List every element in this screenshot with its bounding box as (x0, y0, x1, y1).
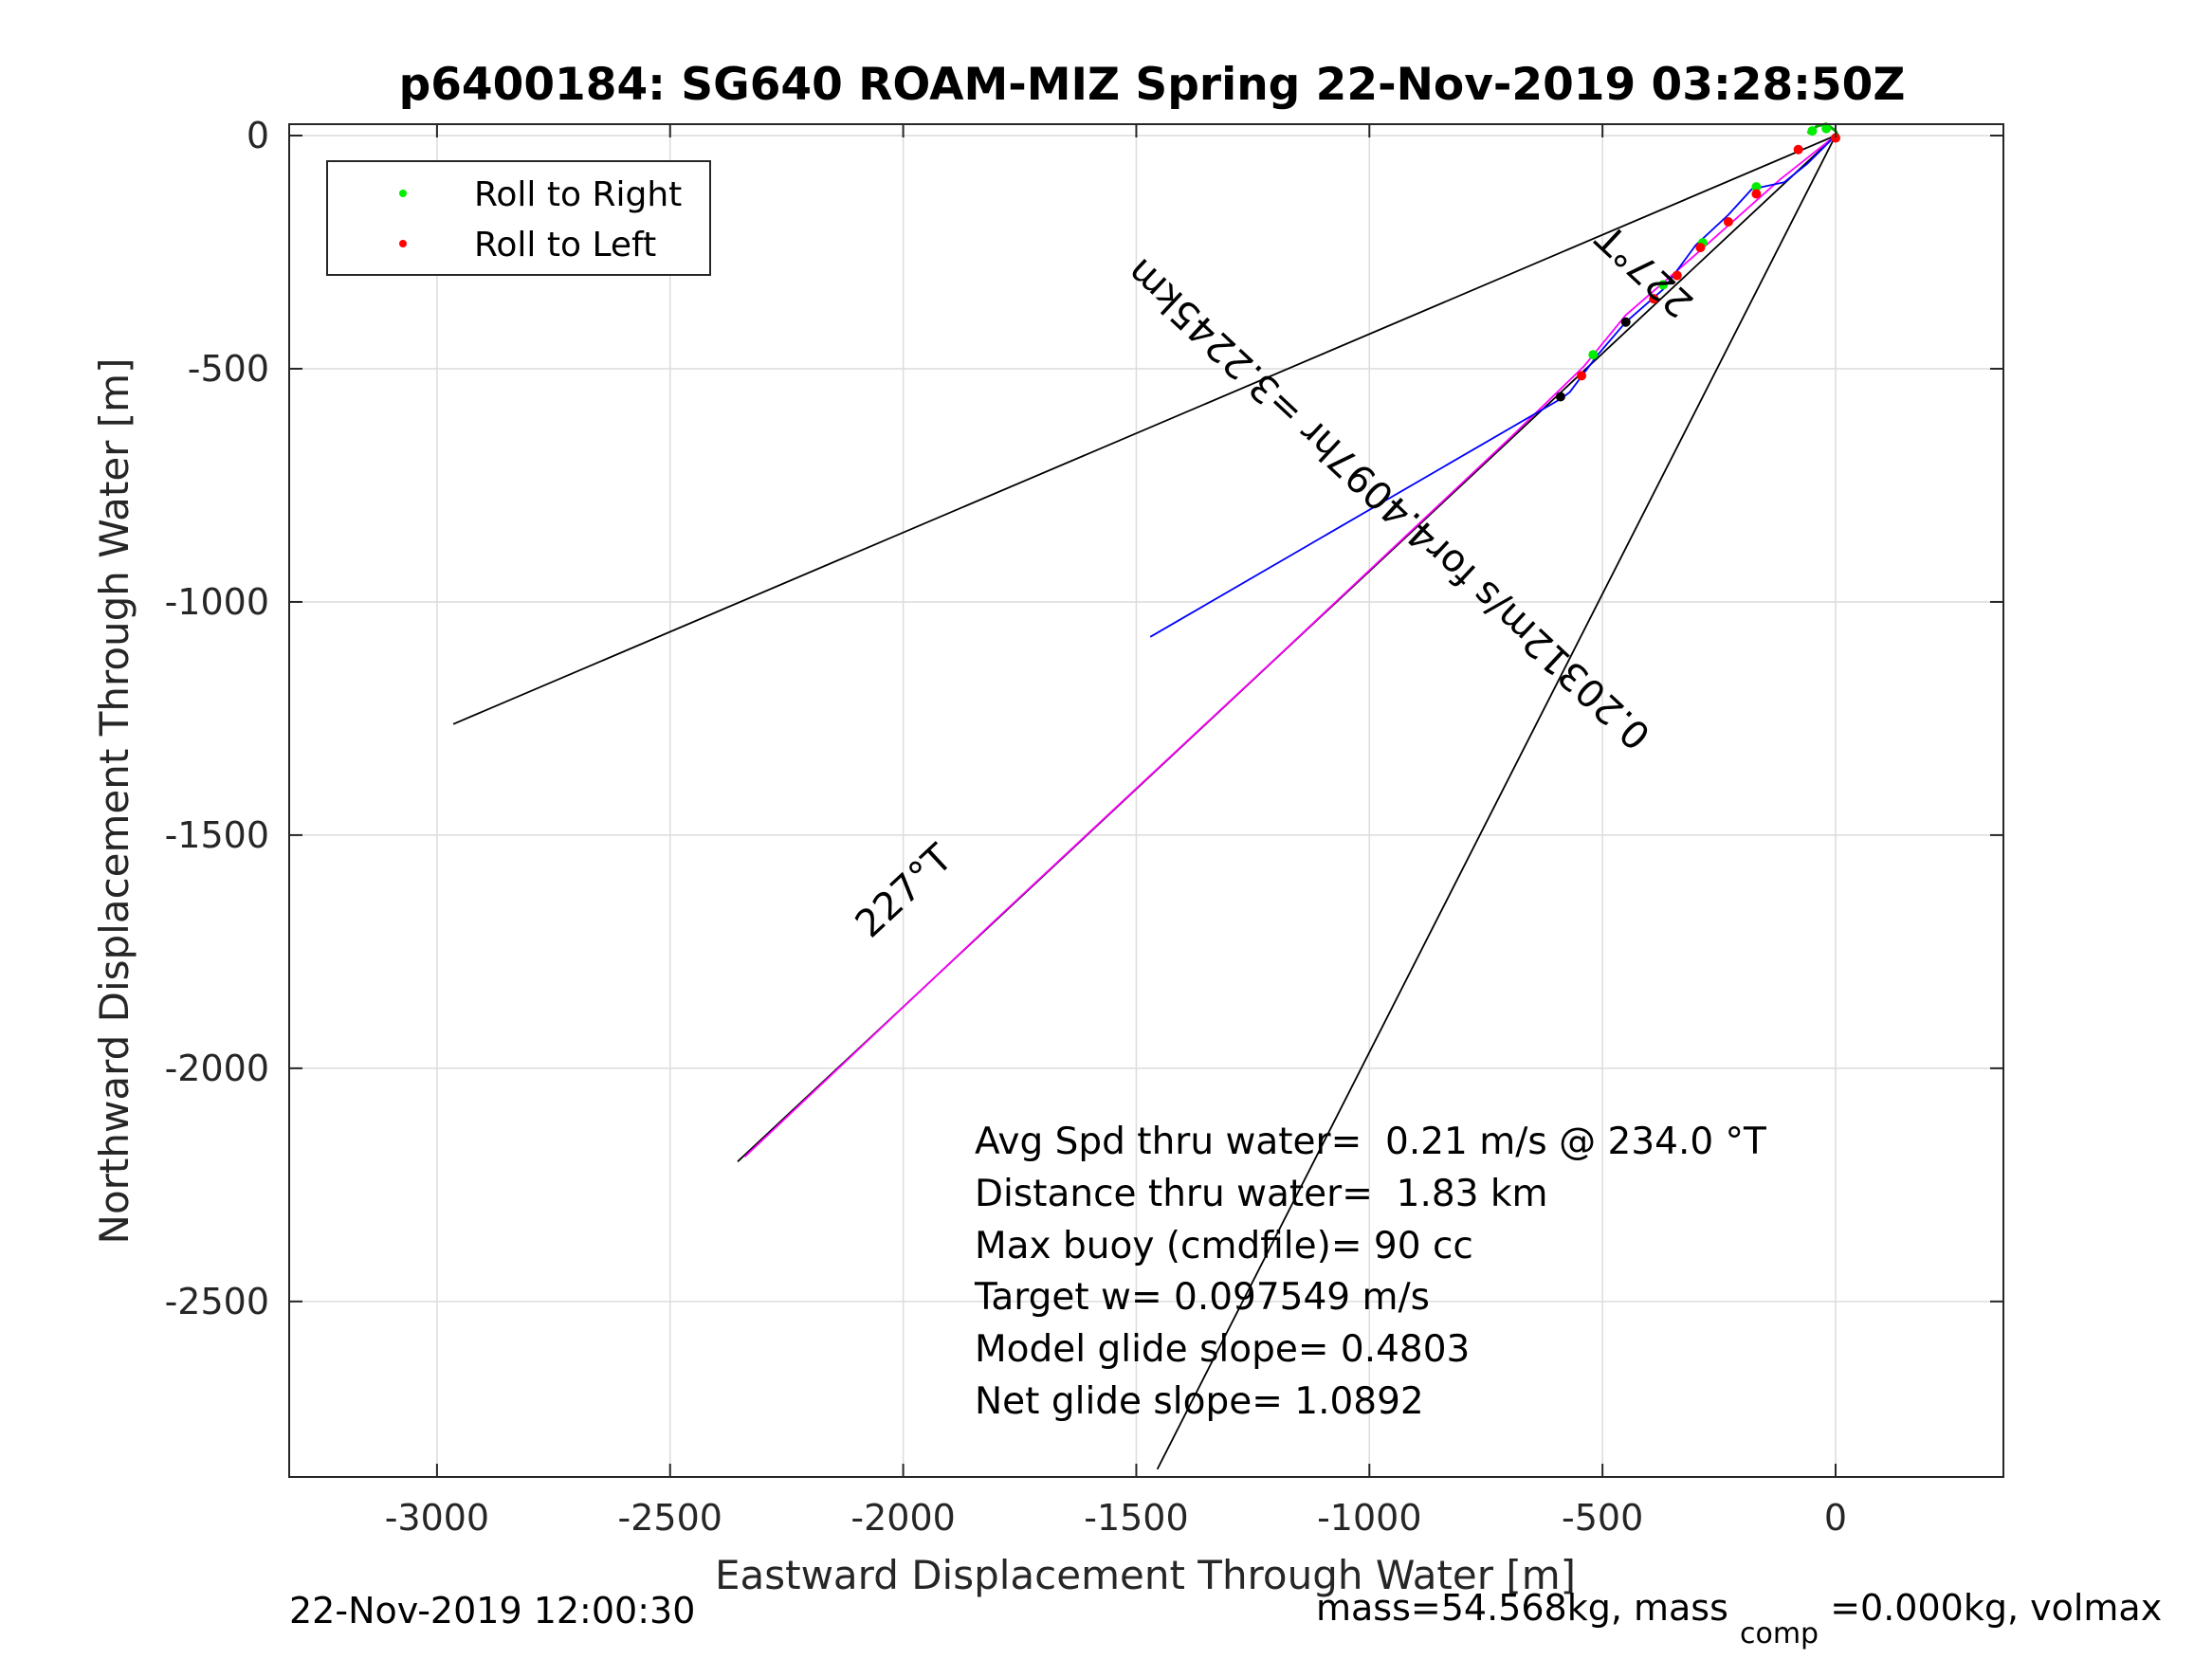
series-line (1156, 135, 1837, 1470)
series-line (452, 135, 1837, 725)
y-tick-label: -1000 (165, 581, 269, 623)
marker-waypoint (1620, 317, 1631, 327)
x-tick-label: -2000 (850, 1497, 955, 1539)
chart-title: p6400184: SG640 ROAM-MIZ Spring 22-Nov-2… (399, 59, 1906, 111)
marker-roll-left (1751, 189, 1762, 199)
stat-net-glide: Net glide slope= 1.0892 (975, 1380, 1424, 1423)
y-tick-label: -2500 (165, 1281, 269, 1322)
legend-label-roll-left: Roll to Left (474, 226, 656, 264)
marker-roll-right (1658, 280, 1669, 290)
series (452, 122, 1839, 1470)
marker-roll-left (1672, 270, 1682, 281)
axis-ticks: -3000 -2500 -2000 -1500 -1000 -500 0 0 -500 -1000… (165, 115, 2003, 1539)
marker-roll-left (1649, 294, 1659, 304)
marker-waypoint (1555, 392, 1565, 402)
marker-roll-right (1821, 123, 1832, 134)
plot-frame (288, 123, 2004, 1478)
marker-roll-right (1751, 182, 1762, 192)
plot-area (289, 124, 2003, 1477)
series-line (743, 135, 1837, 1158)
footer-mass-sub: comp (1740, 1617, 1819, 1650)
footer-mass-post: =0.000kg, volmax (1830, 1587, 2162, 1629)
x-tick-label: -2500 (618, 1497, 722, 1539)
legend-box (326, 160, 711, 276)
y-tick-label: 0 (247, 115, 269, 156)
marker-roll-left (1831, 133, 1840, 143)
x-tick-label: 0 (1824, 1497, 1847, 1539)
x-axis-label: Eastward Displacement Through Water [m] (715, 1552, 1576, 1598)
footer-mass-pre: mass=54.568kg, mass (1316, 1587, 1728, 1629)
marker-roll-right (1588, 350, 1599, 360)
x-tick-label: -500 (1562, 1497, 1643, 1539)
stat-target-w: Target w= 0.097549 m/s (974, 1276, 1430, 1319)
marker-roll-right (1807, 126, 1818, 137)
stat-distance: Distance thru water= 1.83 km (975, 1173, 1547, 1215)
legend: Roll to Right Roll to Left (326, 160, 711, 276)
stat-avg-speed: Avg Spd thru water= 0.21 m/s @ 234.0 °T (975, 1121, 1766, 1163)
x-tick-label: -3000 (385, 1497, 489, 1539)
x-tick-label: -1500 (1084, 1497, 1188, 1539)
footer-mass: mass=54.568kg, mass comp =0.000kg, volma… (1316, 1587, 2162, 1651)
x-tick-label: -1000 (1317, 1497, 1421, 1539)
stat-model-glide: Model glide slope= 0.4803 (975, 1328, 1470, 1371)
footer-timestamp: 22-Nov-2019 12:00:30 (289, 1590, 695, 1632)
marker-roll-left (1793, 144, 1803, 155)
stats-block: Avg Spd thru water= 0.21 m/s @ 234.0 °T … (974, 1121, 1766, 1423)
marker-roll-left (1695, 243, 1706, 253)
series-line (1149, 135, 1837, 638)
y-axis-label: Northward Displacement Through Water [m] (91, 358, 137, 1245)
y-tick-label: -2000 (165, 1048, 269, 1089)
legend-marker-roll-left (399, 240, 407, 247)
stat-max-buoy: Max buoy (cmdfile)= 90 cc (975, 1225, 1473, 1267)
marker-roll-left (1577, 371, 1587, 381)
y-tick-label: -500 (188, 348, 269, 390)
marker-roll-left (1723, 217, 1733, 228)
y-tick-label: -1500 (165, 814, 269, 856)
legend-marker-roll-right (399, 190, 407, 197)
markers (1555, 123, 1840, 402)
legend-label-roll-right: Roll to Right (474, 175, 682, 214)
